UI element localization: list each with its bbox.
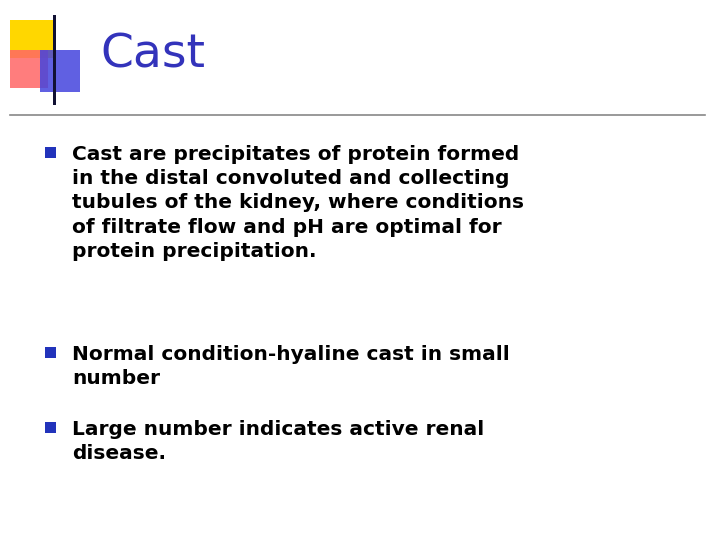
Bar bbox=[45, 347, 56, 358]
Bar bbox=[40, 50, 80, 92]
Bar bbox=[45, 422, 56, 433]
Text: Large number indicates active renal
disease.: Large number indicates active renal dise… bbox=[72, 420, 485, 463]
Text: Cast are precipitates of protein formed
in the distal convoluted and collecting
: Cast are precipitates of protein formed … bbox=[72, 145, 524, 261]
Bar bbox=[45, 147, 56, 158]
Text: Normal condition-hyaline cast in small
number: Normal condition-hyaline cast in small n… bbox=[72, 345, 510, 388]
Bar bbox=[53, 15, 56, 105]
Bar bbox=[10, 20, 55, 58]
Bar bbox=[10, 50, 48, 88]
Text: Cast: Cast bbox=[100, 32, 205, 78]
